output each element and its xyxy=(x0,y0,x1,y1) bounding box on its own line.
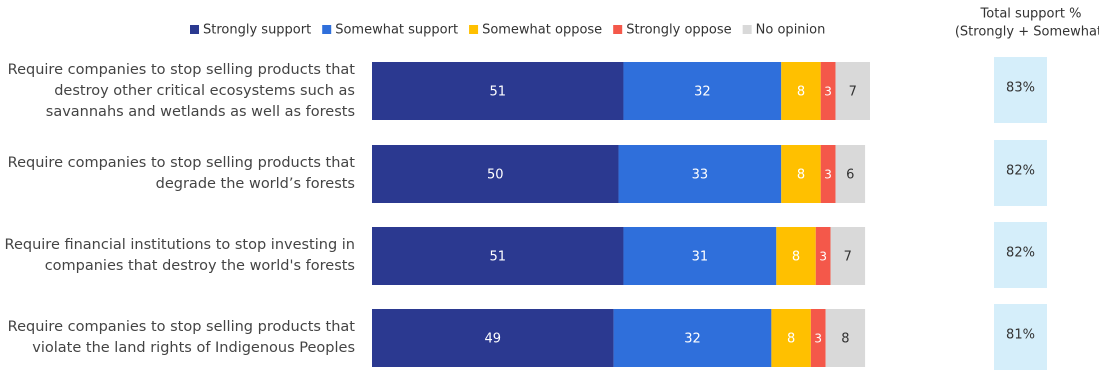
bar-segment xyxy=(372,145,619,203)
category-label: Require companies to stop selling produc… xyxy=(7,155,355,192)
value-label: 6 xyxy=(846,168,854,183)
bar-segment xyxy=(820,145,836,203)
legend-label: Strongly oppose xyxy=(626,23,731,38)
value-label: 8 xyxy=(797,168,805,183)
value-label: 8 xyxy=(792,250,800,265)
value-label: 32 xyxy=(694,85,711,100)
value-label: 7 xyxy=(849,85,857,100)
bar-segment xyxy=(372,62,624,120)
value-label: 3 xyxy=(824,85,832,99)
value-label: 3 xyxy=(814,332,822,346)
bar-segment xyxy=(618,145,782,203)
bar-segment xyxy=(623,227,777,285)
legend-label: Strongly support xyxy=(203,23,311,38)
value-label: 32 xyxy=(684,332,701,347)
value-label: 33 xyxy=(692,168,709,183)
bar-segment xyxy=(830,227,866,285)
value-label: 8 xyxy=(797,85,805,100)
legend-label: No opinion xyxy=(756,23,826,38)
total-title: Total support % xyxy=(980,7,1082,22)
value-label: 3 xyxy=(819,250,827,264)
value-label: 8 xyxy=(841,332,849,347)
value-label: 7 xyxy=(844,250,852,265)
total-label: 82% xyxy=(1006,246,1035,261)
category-label: Require financial institutions to stop i… xyxy=(4,237,355,274)
total-label: 82% xyxy=(1006,164,1035,179)
bar-segment xyxy=(835,62,870,120)
legend-swatch xyxy=(742,25,752,34)
legend-label: Somewhat support xyxy=(335,23,458,38)
value-label: 31 xyxy=(692,250,709,265)
total-box xyxy=(994,304,1047,370)
bar-segment xyxy=(815,227,831,285)
bar-segment xyxy=(820,62,836,120)
value-label: 51 xyxy=(489,85,506,100)
bar-segment xyxy=(835,145,866,203)
total-label: 83% xyxy=(1006,81,1035,96)
bar-segment xyxy=(781,62,821,120)
bar-segment xyxy=(825,309,866,367)
legend-swatch xyxy=(322,25,332,34)
bar-segment xyxy=(372,227,624,285)
value-label: 49 xyxy=(485,332,502,347)
bar-segment xyxy=(776,227,816,285)
total-box xyxy=(994,222,1047,288)
total-subtitle: (Strongly + Somewhat) xyxy=(955,25,1099,40)
bar-segment xyxy=(810,309,826,367)
value-label: 8 xyxy=(787,332,795,347)
legend-swatch xyxy=(190,25,199,34)
bar-segment xyxy=(613,309,772,367)
value-label: 50 xyxy=(487,168,504,183)
total-label: 81% xyxy=(1006,328,1035,343)
bar-segment xyxy=(781,145,821,203)
bar-segment xyxy=(372,309,614,367)
legend-swatch xyxy=(469,25,479,34)
category-label: Require companies to stop selling produc… xyxy=(7,319,355,356)
legend-swatch xyxy=(613,25,623,34)
value-label: 51 xyxy=(489,250,506,265)
bar-segment xyxy=(623,62,782,120)
value-label: 3 xyxy=(824,168,832,182)
category-label: Require companies to stop selling produc… xyxy=(7,61,355,120)
total-box xyxy=(994,57,1047,123)
legend-label: Somewhat oppose xyxy=(482,23,602,38)
bar-segment xyxy=(771,309,811,367)
total-box xyxy=(994,140,1047,206)
